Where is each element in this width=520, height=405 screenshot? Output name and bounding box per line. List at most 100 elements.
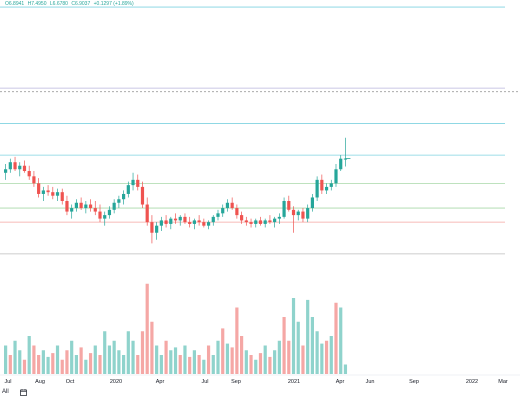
volume-bar	[329, 336, 333, 374]
candle-body	[192, 220, 196, 224]
candle-body	[230, 202, 234, 209]
candle-body	[178, 216, 182, 221]
ohlc-low: L6.6780	[49, 1, 68, 7]
volume-bar	[55, 345, 60, 374]
volume-bar	[155, 345, 159, 374]
candle-body	[159, 220, 163, 226]
volume-bar	[240, 336, 244, 374]
candle-body	[84, 204, 88, 209]
volume-bar	[150, 321, 154, 374]
candle-body	[343, 158, 348, 160]
volume-bar	[277, 340, 281, 374]
volume-bar	[46, 356, 50, 374]
candle-body	[225, 202, 230, 209]
candle-body	[211, 216, 215, 223]
volume-bar	[263, 345, 267, 374]
x-tick-label: 2022	[466, 379, 478, 385]
x-tick-label: Sep	[409, 379, 419, 385]
volume-bar	[339, 307, 343, 374]
candle-body	[306, 208, 310, 219]
candle-body	[301, 211, 305, 219]
volume-bar	[192, 350, 196, 374]
volume-bar	[84, 359, 88, 374]
candle-body	[197, 220, 201, 223]
candle-body	[273, 218, 277, 223]
ohlc-readout: O6.8941 H7.4950 L6.6780 C6.9037 +0.1297 …	[5, 1, 136, 7]
ohlc-open: O6.8941	[5, 1, 25, 7]
volume-bar	[159, 355, 163, 374]
candle-body	[37, 183, 41, 194]
volume-bar	[41, 350, 45, 374]
volume-bar	[324, 340, 329, 374]
candle-body	[310, 197, 314, 209]
candle-body	[18, 165, 22, 170]
volume-bar	[268, 356, 272, 374]
candle-body	[60, 192, 64, 201]
candle-body	[324, 186, 329, 191]
calendar-icon[interactable]	[20, 389, 27, 396]
candle-body	[216, 213, 220, 217]
volume-bar	[197, 355, 201, 374]
volume-bar	[103, 331, 107, 374]
volume-bar	[88, 353, 93, 374]
volume-bar	[254, 359, 258, 374]
volume-bar	[291, 298, 296, 374]
volume-bar	[93, 345, 97, 374]
range-all-button[interactable]: All	[2, 389, 9, 395]
candle-body	[70, 208, 74, 212]
candle-body	[249, 222, 253, 224]
volume-bar	[183, 345, 187, 374]
candle-body	[291, 209, 296, 216]
candle-body	[169, 218, 173, 224]
candle-body	[240, 215, 244, 221]
x-tick-label: Sep	[231, 379, 241, 385]
volume-bar	[51, 353, 55, 374]
x-tick-label: Jul	[4, 379, 11, 385]
volume-bar	[145, 283, 149, 374]
candle-body	[173, 218, 178, 221]
candle-body	[287, 201, 291, 210]
candle-body	[235, 208, 239, 216]
candle-body	[27, 171, 31, 177]
volume-bar	[178, 355, 182, 374]
volume-bar	[287, 340, 291, 374]
candle-body	[263, 220, 267, 224]
candle-body	[339, 158, 343, 170]
volume-bar	[315, 331, 319, 374]
candle-body	[206, 222, 211, 226]
candle-body	[51, 192, 55, 196]
candle-body	[122, 193, 126, 200]
candle-body	[131, 179, 135, 186]
candle-body	[74, 202, 78, 209]
volume-bar	[306, 299, 310, 374]
volume-bar	[334, 302, 338, 374]
candle-body	[315, 179, 319, 198]
x-tick-label: Jun	[366, 379, 375, 385]
volume-bar	[98, 355, 102, 374]
candle-body	[112, 202, 116, 210]
volume-bar	[273, 350, 277, 374]
candle-body	[32, 176, 36, 184]
candle-body	[164, 220, 168, 224]
candle-body	[320, 179, 324, 191]
candle-body	[150, 222, 154, 233]
volume-bar	[343, 364, 348, 374]
volume-bar	[258, 353, 263, 374]
volume-bar	[282, 317, 286, 374]
candle-body	[282, 201, 286, 217]
candle-body	[183, 216, 187, 223]
volume-bar	[225, 343, 230, 374]
volume-bar	[301, 345, 305, 374]
volume-bar	[216, 340, 220, 374]
candle-body	[329, 183, 333, 187]
volume-bar	[70, 340, 74, 374]
volume-bar	[206, 345, 211, 374]
candle-body	[103, 215, 107, 219]
candle-body	[22, 165, 27, 172]
candle-body	[13, 162, 17, 170]
volume-bar	[37, 355, 41, 374]
volume-bar	[131, 340, 135, 374]
x-tick-label: Oct	[66, 379, 75, 385]
